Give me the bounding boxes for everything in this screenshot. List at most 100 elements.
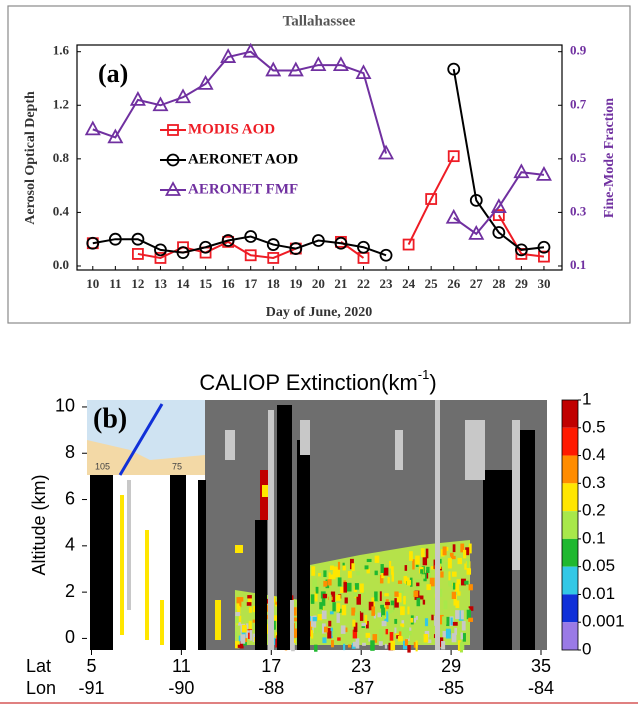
aerosol-speckle [440, 557, 444, 567]
aerosol-speckle [439, 614, 444, 625]
data-point [468, 224, 485, 240]
x2-tick-label: -90 [168, 678, 194, 698]
opaque-cloud [483, 470, 512, 650]
aerosol-speckle [383, 567, 389, 576]
x-tick-label: 26 [447, 276, 461, 291]
aerosol-speckle [323, 580, 328, 587]
aerosol-speckle [407, 644, 411, 653]
colorbar-segment [562, 594, 578, 623]
aerosol-speckle [445, 561, 449, 572]
aerosol-speckle [238, 597, 244, 602]
aerosol-speckle [465, 547, 470, 556]
aerosol-speckle [457, 591, 461, 596]
data-point [447, 62, 461, 76]
aerosol-speckle [391, 572, 395, 582]
aerosol-speckle [394, 627, 397, 634]
data-point [492, 226, 506, 239]
aerosol-speckle [385, 601, 390, 606]
data-point [378, 144, 395, 160]
aerosol-speckle [321, 623, 326, 634]
y-axis-label: Altitude (km) [29, 474, 49, 575]
aerosol-speckle [381, 571, 385, 579]
x-tick-label: 29 [515, 276, 529, 291]
aerosol-speckle [317, 622, 323, 633]
aerosol-speckle [252, 619, 256, 623]
aerosol-speckle [423, 572, 427, 582]
opaque-cloud [170, 450, 186, 650]
aerosol-speckle [355, 638, 360, 649]
aerosol-speckle [462, 633, 466, 642]
opaque-cloud [90, 475, 113, 650]
aerosol-speckle [359, 611, 364, 621]
data-point [332, 56, 349, 71]
aerosol-speckle [372, 634, 378, 643]
chart-title: Tallahassee [283, 13, 356, 29]
aerosol-speckle [395, 633, 401, 637]
aerosol-speckle [464, 580, 469, 585]
aerosol-speckle [378, 641, 383, 646]
aerosol-speckle [292, 607, 297, 616]
inset-land [87, 440, 205, 475]
aerosol-speckle [390, 640, 396, 651]
aerosol-speckle [439, 558, 442, 564]
aerosol-speckle [466, 559, 470, 569]
x-tick-label: 10 [86, 276, 99, 291]
data-point [492, 209, 505, 221]
data-point [242, 42, 259, 58]
data-point [107, 128, 124, 144]
aerosol-speckle [377, 612, 382, 618]
aerosol-speckle [389, 632, 394, 641]
aerosol-speckle [402, 601, 407, 609]
x-tick-label: 27 [470, 276, 484, 291]
aerosol-speckle [457, 557, 463, 565]
aerosol-speckle [398, 626, 402, 632]
aerosol-speckle [313, 622, 317, 634]
x2-tick-label: -84 [528, 678, 554, 698]
aerosol-speckle [398, 629, 402, 638]
aerosol-speckle [413, 617, 417, 623]
aerosol-speckle [420, 569, 424, 574]
aerosol-speckle [342, 565, 346, 571]
x2-tick-label: -85 [438, 678, 464, 698]
x-tick-label: 21 [334, 276, 347, 291]
cloud [290, 600, 294, 650]
y2-tick-label: 0.1 [570, 257, 586, 272]
data-point [175, 88, 192, 104]
data-point [379, 248, 393, 262]
aerosol-speckle [468, 606, 474, 611]
y-axis-label: Aerosol Optical Depth [23, 91, 38, 225]
aerosol-speckle [145, 530, 149, 640]
aerosol-speckle [352, 619, 356, 627]
panel-frame [7, 5, 631, 324]
aerosol-speckle [466, 568, 472, 575]
inset-label: 75 [172, 461, 182, 471]
aerosol-speckle [328, 620, 332, 627]
data-point [513, 163, 530, 179]
aerosol-speckle [332, 630, 337, 637]
colorbar-label: 1 [582, 389, 591, 408]
aerosol-speckle [321, 610, 327, 620]
aerosol-speckle [322, 593, 328, 599]
aerosol-speckle [335, 567, 341, 578]
aerosol-speckle [368, 601, 374, 611]
aerosol-speckle [347, 582, 352, 592]
data-point [154, 252, 167, 264]
data-point [129, 91, 146, 106]
aerosol-speckle [410, 577, 413, 587]
legend-label: AERONET FMF [188, 181, 298, 197]
legend-label: MODIS AOD [188, 121, 275, 137]
x-axis-label: Lat [26, 656, 51, 676]
aerosol-speckle [252, 605, 256, 613]
aerosol-speckle [341, 604, 347, 616]
x-tick-label: 17 [261, 656, 281, 676]
aerosol-speckle [235, 545, 243, 553]
aerosol-speckle [394, 618, 398, 624]
aerosol-speckle [426, 570, 432, 579]
opaque-cloud [255, 520, 267, 650]
aerosol-speckle [374, 591, 379, 602]
colorbar-frame [561, 399, 579, 651]
aerosol-speckle [433, 559, 436, 569]
aerosol-speckle [431, 614, 434, 621]
opaque-cloud [520, 430, 535, 650]
